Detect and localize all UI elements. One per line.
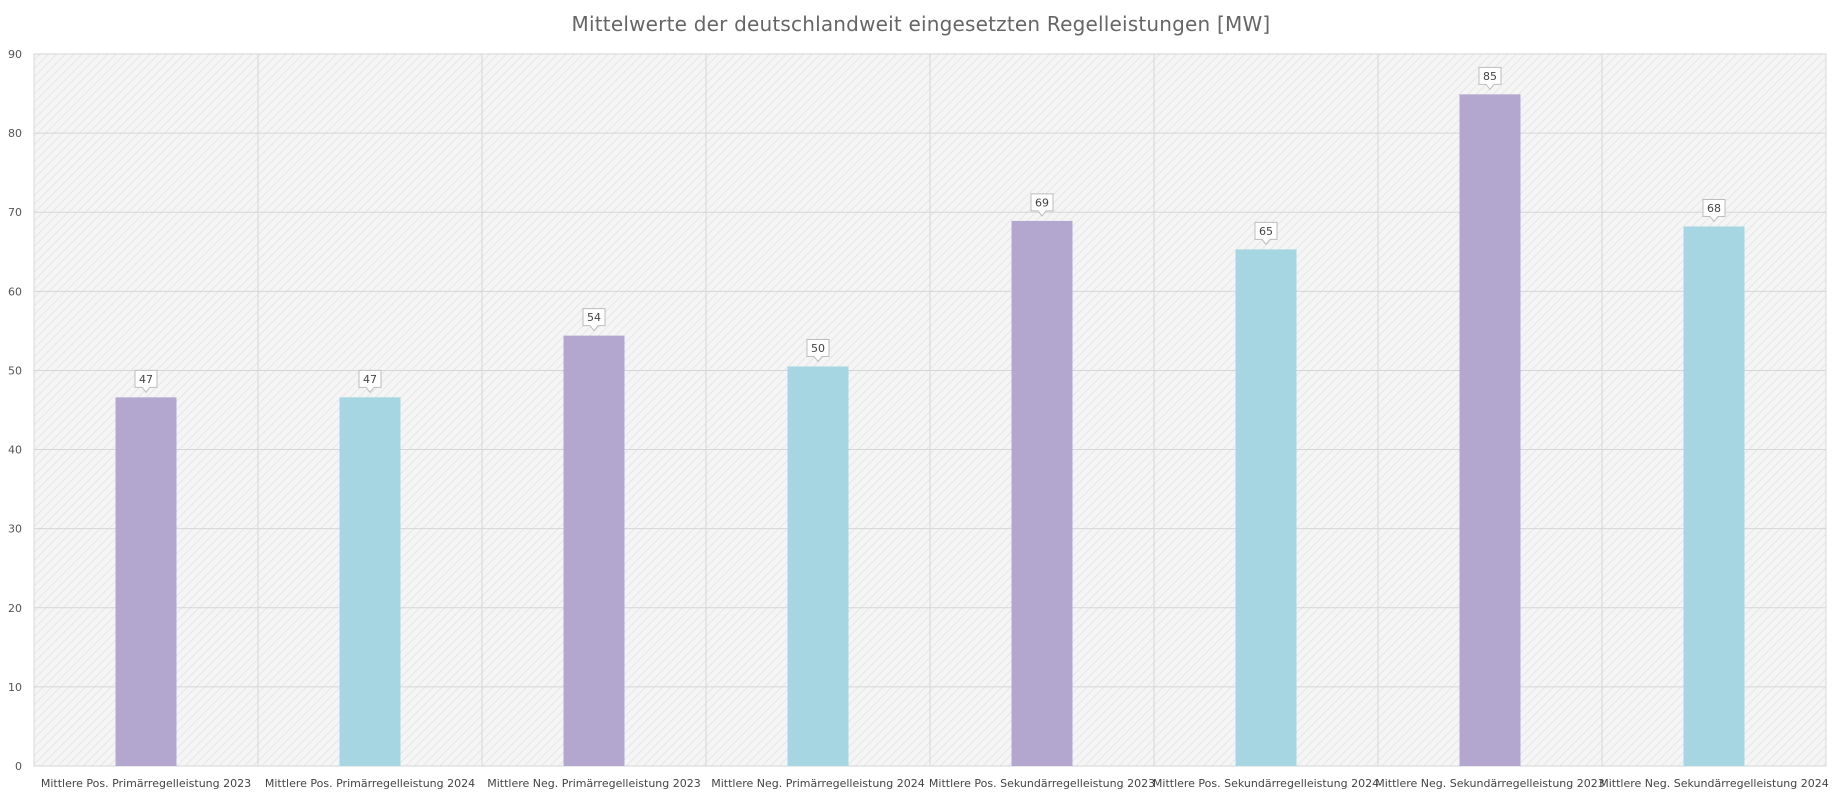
x-tick-label: Mittlere Pos. Primärregelleistung 2024 <box>265 777 475 790</box>
data-label: 68 <box>1707 202 1721 215</box>
data-label-callout: 69 <box>1030 193 1054 217</box>
data-label-callout: 50 <box>806 338 830 363</box>
bar <box>787 366 849 766</box>
x-tick-label: Mittlere Pos. Sekundärregelleistung 2023 <box>929 777 1155 790</box>
data-label: 54 <box>587 311 601 324</box>
data-label-box <box>358 369 382 394</box>
bars <box>115 94 1745 767</box>
bar <box>1235 249 1297 767</box>
bar <box>339 397 401 766</box>
x-tick-label: Mittlere Neg. Sekundärregelleistung 2023 <box>1375 777 1605 790</box>
data-labels: 47 47 54 50 69 65 85 68 <box>134 66 1726 394</box>
y-axis: 0 10 20 30 40 50 60 70 80 90 <box>8 48 22 773</box>
data-label-callout: 54 <box>582 308 606 332</box>
data-label-box <box>134 369 158 394</box>
y-tick-label: 60 <box>8 285 22 298</box>
bar <box>115 397 177 766</box>
x-axis: Mittlere Pos. Primärregelleistung 2023 Mi… <box>41 777 1829 790</box>
chart-title: Mittelwerte der deutschlandweit eingeset… <box>571 12 1271 36</box>
x-tick-label: Mittlere Pos. Primärregelleistung 2023 <box>41 777 251 790</box>
data-label-box <box>1254 221 1278 246</box>
bar <box>1683 226 1745 766</box>
data-label: 65 <box>1259 225 1273 238</box>
data-label: 85 <box>1483 70 1497 83</box>
x-tick-label: Mittlere Neg. Sekundärregelleistung 2024 <box>1599 777 1829 790</box>
data-label: 47 <box>363 373 377 386</box>
data-label: 50 <box>811 342 825 355</box>
bar <box>1011 220 1073 766</box>
data-label: 47 <box>139 373 153 386</box>
y-tick-label: 0 <box>15 760 22 773</box>
data-label-box <box>582 308 606 332</box>
y-tick-label: 20 <box>8 602 22 615</box>
data-label: 69 <box>1035 196 1049 209</box>
data-label-box <box>1030 193 1054 217</box>
y-tick-label: 90 <box>8 48 22 61</box>
data-label-callout: 68 <box>1702 198 1726 223</box>
x-tick-label: Mittlere Pos. Sekundärregelleistung 2024 <box>1153 777 1379 790</box>
data-label-box <box>1478 66 1502 91</box>
data-label-callout: 47 <box>358 369 382 394</box>
y-tick-label: 50 <box>8 364 22 377</box>
grid-lines <box>34 53 1826 767</box>
data-label-callout: 47 <box>134 369 158 394</box>
data-label-callout: 85 <box>1478 66 1502 91</box>
y-tick-label: 30 <box>8 523 22 536</box>
x-tick-label: Mittlere Neg. Primärregelleistung 2024 <box>711 777 925 790</box>
x-tick-label: Mittlere Neg. Primärregelleistung 2023 <box>487 777 701 790</box>
y-tick-label: 40 <box>8 444 22 457</box>
bar <box>1459 94 1521 766</box>
y-tick-label: 80 <box>8 127 22 140</box>
data-label-box <box>806 338 830 363</box>
data-label-callout: 65 <box>1254 221 1278 246</box>
y-tick-label: 10 <box>8 681 22 694</box>
bar <box>563 335 625 766</box>
y-tick-label: 70 <box>8 206 22 219</box>
data-label-box <box>1702 198 1726 223</box>
